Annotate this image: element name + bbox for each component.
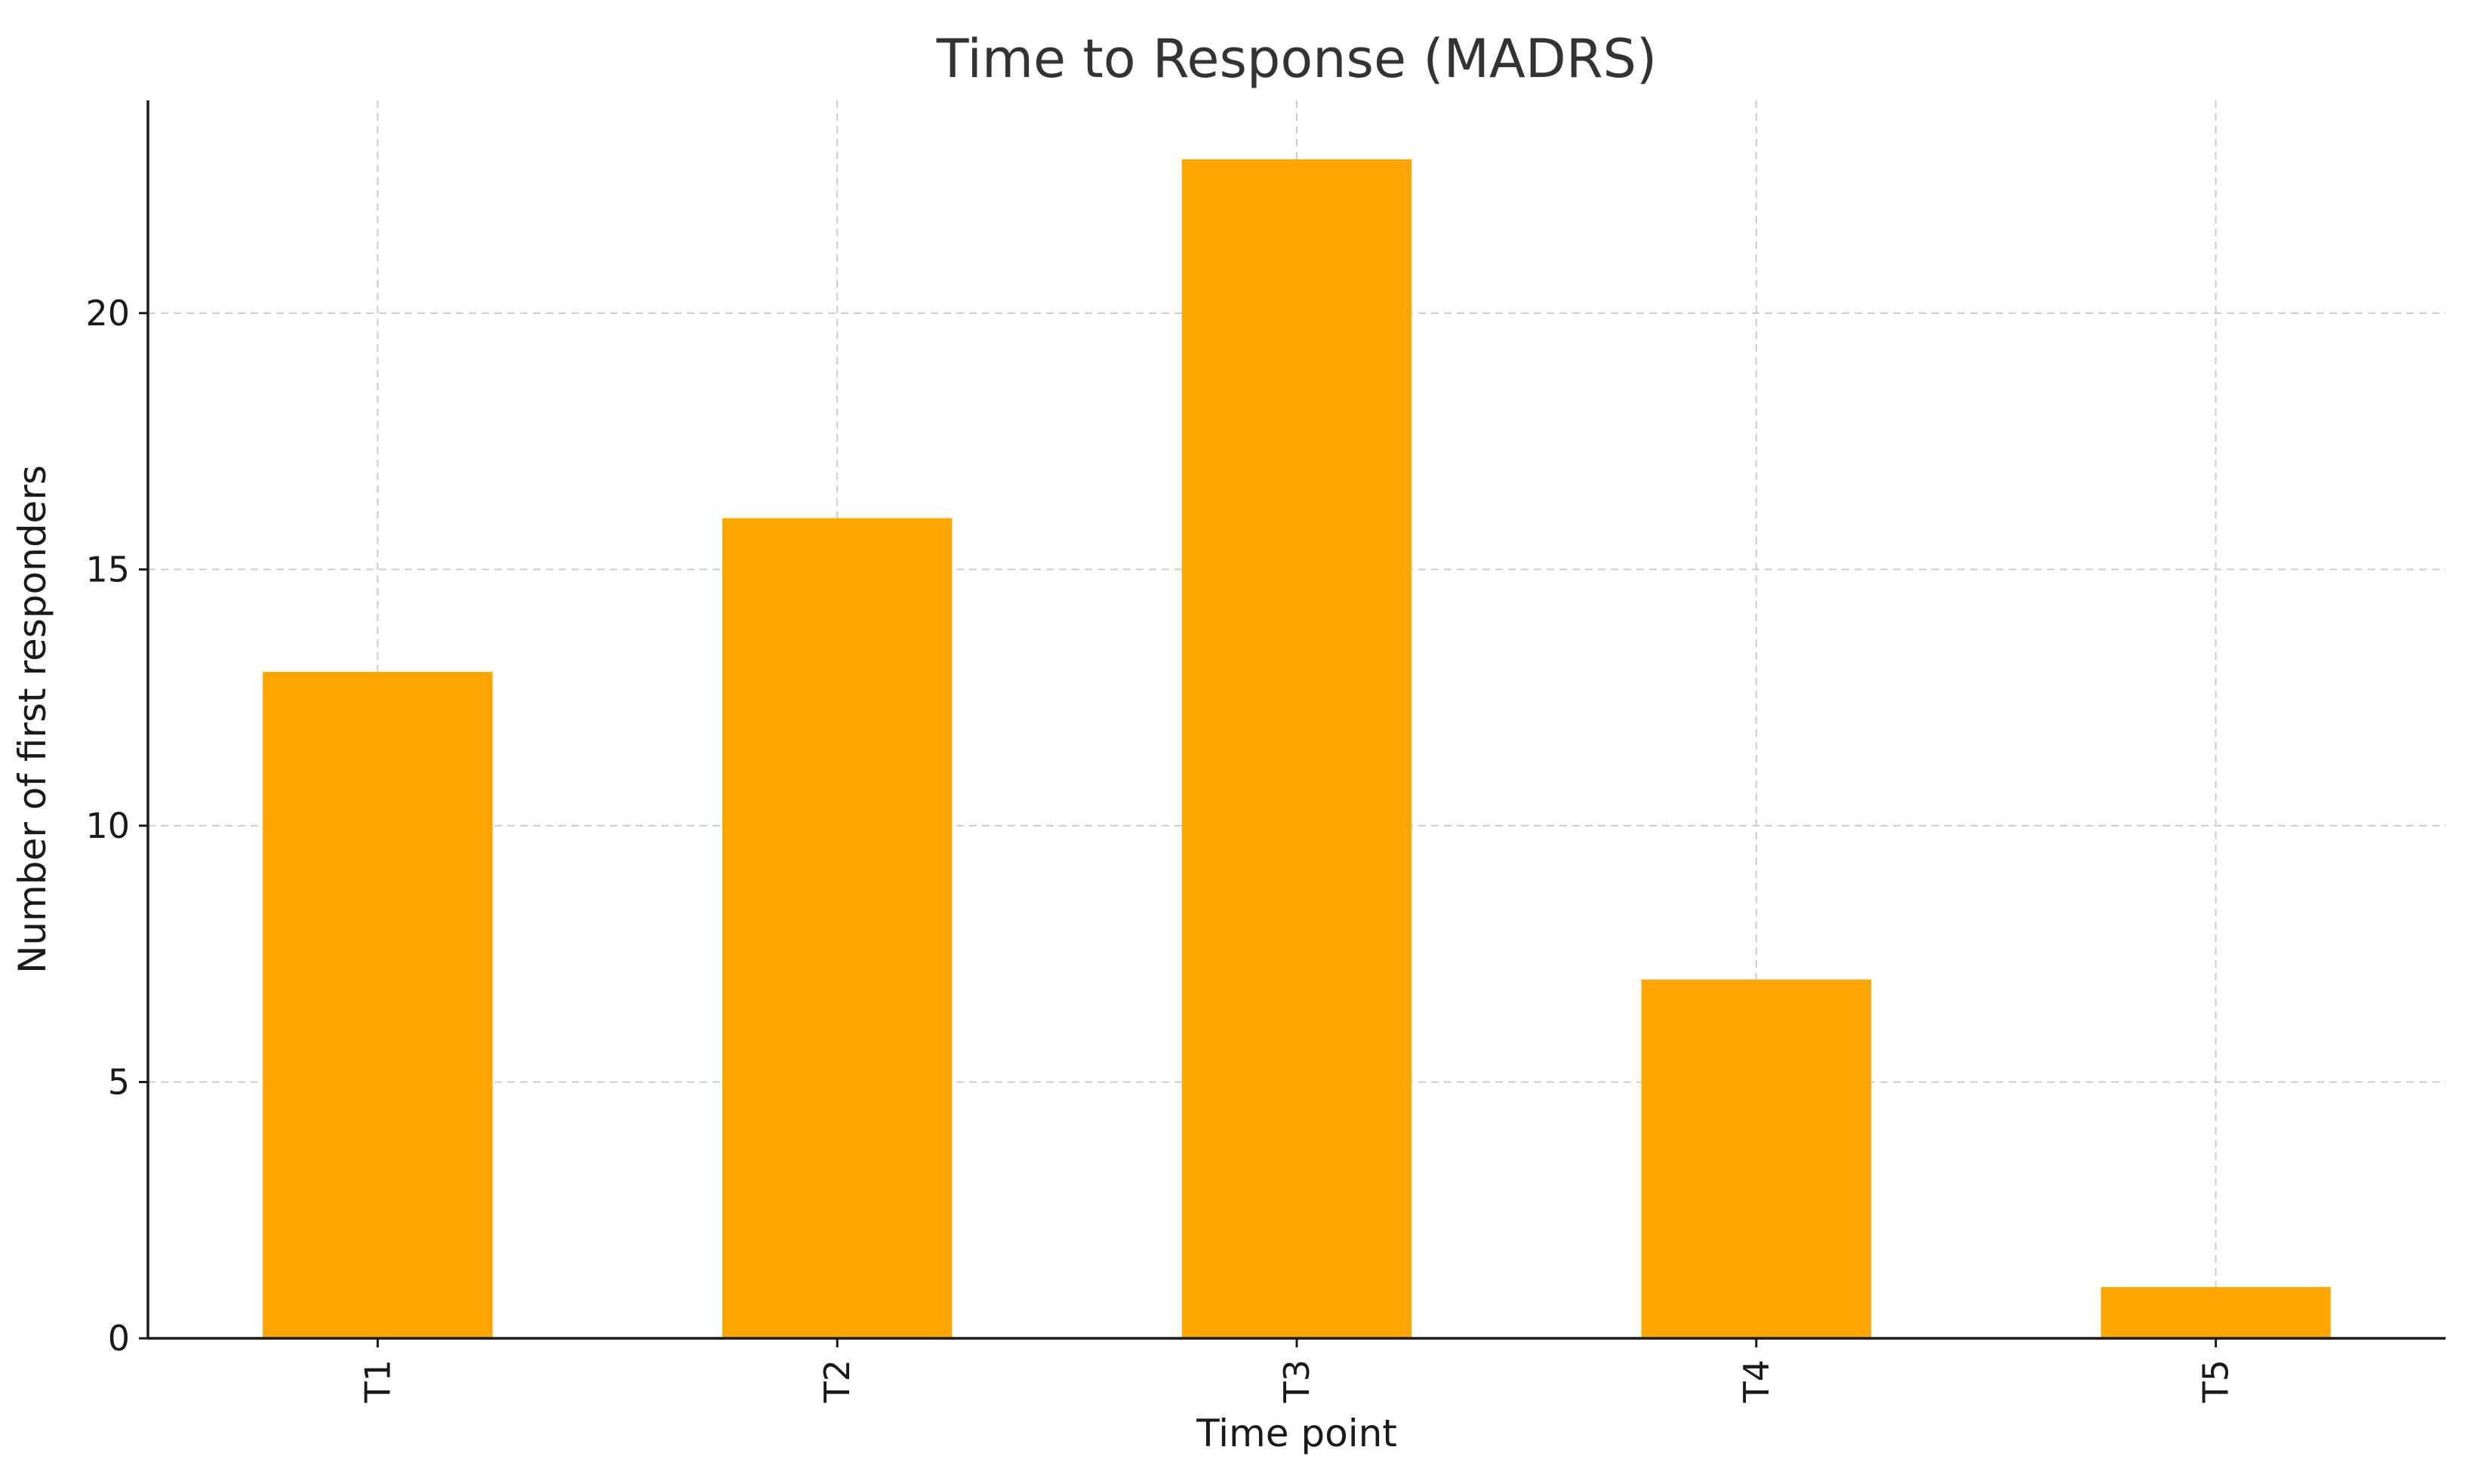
y-tick-label: 20 [85,293,130,334]
y-tick-label: 15 [85,549,130,590]
bar-t3 [1181,159,1412,1339]
chart-title: Time to Response (MADRS) [936,28,1657,90]
x-tick-label-t2: T2 [817,1359,857,1403]
bar-t5 [2101,1287,2331,1338]
x-tick-label-t3: T3 [1276,1359,1317,1403]
y-ticks: 0 5 10 15 20 [85,293,148,1359]
y-tick-label: 10 [85,805,130,846]
x-tick-label-t1: T1 [357,1359,398,1403]
x-tick-label-t4: T4 [1736,1359,1777,1403]
bar-t1 [263,672,493,1338]
x-axis-label: Time point [1196,1412,1397,1455]
bar-t2 [722,518,953,1339]
bar-t4 [1641,979,1871,1338]
y-tick-label: 0 [108,1318,130,1359]
y-tick-label: 5 [108,1061,130,1102]
x-ticks: T1 T2 T3 T4 T5 [357,1338,2236,1403]
x-tick-label-t5: T5 [2196,1359,2236,1403]
bars [263,159,2331,1339]
y-axis-label: Number of first responders [11,465,54,974]
